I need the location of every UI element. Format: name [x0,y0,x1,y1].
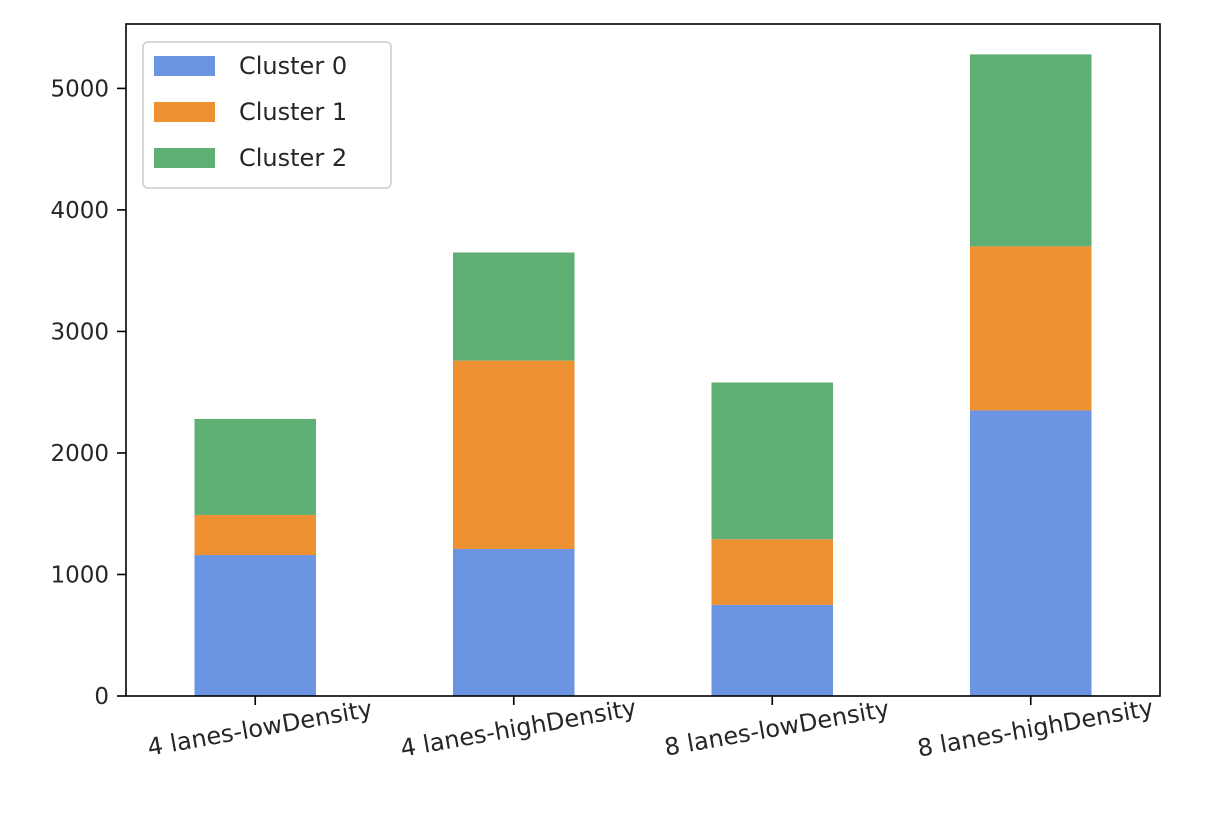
legend-label-cluster-2: Cluster 2 [239,144,347,172]
legend-swatch-cluster-0 [154,56,215,76]
bar-cluster-0-4-lanes-lowdensity [194,555,316,696]
bar-cluster-2-8-lanes-lowdensity [711,382,833,540]
legend-swatch-cluster-1 [154,102,215,122]
bar-cluster-0-8-lanes-highdensity [970,410,1092,696]
y-tick-label: 1000 [50,562,109,588]
y-tick-label: 0 [94,684,109,710]
bar-cluster-2-4-lanes-lowdensity [194,418,316,515]
y-tick-label: 4000 [50,198,109,224]
bar-cluster-1-4-lanes-lowdensity [194,514,316,556]
bar-cluster-0-4-lanes-highdensity [453,548,575,696]
y-tick-label: 3000 [50,319,109,345]
bars-layer [194,54,1092,696]
bar-cluster-1-4-lanes-highdensity [453,360,575,549]
bar-cluster-0-8-lanes-lowdensity [711,604,833,696]
bar-cluster-1-8-lanes-lowdensity [711,539,833,605]
y-tick-label: 5000 [50,76,109,102]
y-axis: 0 1000 2000 3000 4000 5000 [50,76,126,710]
legend-label-cluster-1: Cluster 1 [239,98,347,126]
y-tick-label: 2000 [50,441,109,467]
plot-frame [125,23,1161,697]
legend: Cluster 0 Cluster 1 Cluster 2 [142,41,392,189]
bar-cluster-2-4-lanes-highdensity [453,252,575,361]
bar-cluster-2-8-lanes-highdensity [970,54,1092,247]
bar-cluster-1-8-lanes-highdensity [970,246,1092,411]
legend-swatch-cluster-2 [154,148,215,168]
legend-label-cluster-0: Cluster 0 [239,52,347,80]
